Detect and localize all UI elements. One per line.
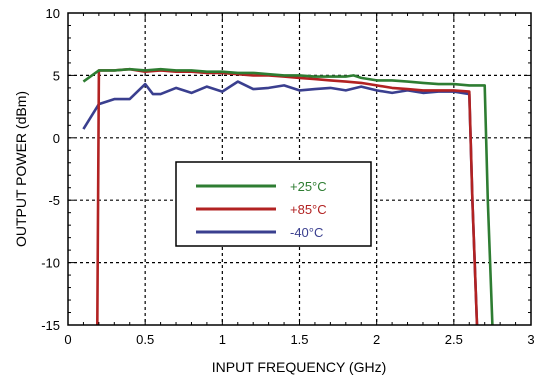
y-tick-label: 0 (53, 131, 60, 146)
axis-ticks (67, 12, 532, 326)
y-tick-label: -10 (41, 256, 60, 271)
x-tick-label: 0.5 (136, 332, 154, 347)
y-axis-title: OUTPUT POWER (dBm) (13, 91, 29, 247)
legend-label-minus40c: -40°C (290, 225, 323, 240)
legend: +25°C +85°C -40°C (175, 161, 372, 247)
x-axis-title: INPUT FREQUENCY (GHz) (212, 359, 387, 375)
series-lines (82, 67, 494, 326)
y-tick-label: 10 (46, 6, 60, 21)
y-tick-label: 5 (53, 68, 60, 83)
series-line-0 (82, 67, 494, 326)
y-tick-labels: -15 -10 -5 0 5 10 (41, 6, 60, 333)
series-line-2 (82, 80, 479, 326)
x-tick-label: 1 (219, 332, 226, 347)
x-tick-label: 2.5 (445, 332, 463, 347)
x-tick-label: 2 (373, 332, 380, 347)
x-tick-labels: 0 0.5 1 1.5 2 2.5 3 (64, 332, 534, 347)
y-tick-label: -15 (41, 318, 60, 333)
legend-label-25c: +25°C (290, 179, 327, 194)
y-tick-label: -5 (48, 193, 60, 208)
x-tick-label: 0 (64, 332, 71, 347)
legend-label-85c: +85°C (290, 202, 327, 217)
x-tick-label: 1.5 (290, 332, 308, 347)
x-tick-label: 3 (527, 332, 534, 347)
